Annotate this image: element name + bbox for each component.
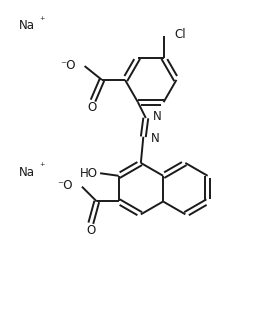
- Text: Cl: Cl: [175, 28, 186, 41]
- Text: Na: Na: [19, 166, 35, 179]
- Text: ⁺: ⁺: [40, 163, 45, 172]
- Text: HO: HO: [80, 167, 98, 180]
- Text: Na: Na: [19, 19, 35, 32]
- Text: ⁻O: ⁻O: [60, 59, 76, 72]
- Text: ⁻O: ⁻O: [58, 179, 73, 192]
- Text: O: O: [87, 101, 97, 114]
- Text: ⁺: ⁺: [40, 16, 45, 26]
- Text: N: N: [153, 110, 162, 123]
- Text: O: O: [86, 224, 95, 237]
- Text: N: N: [151, 132, 160, 145]
